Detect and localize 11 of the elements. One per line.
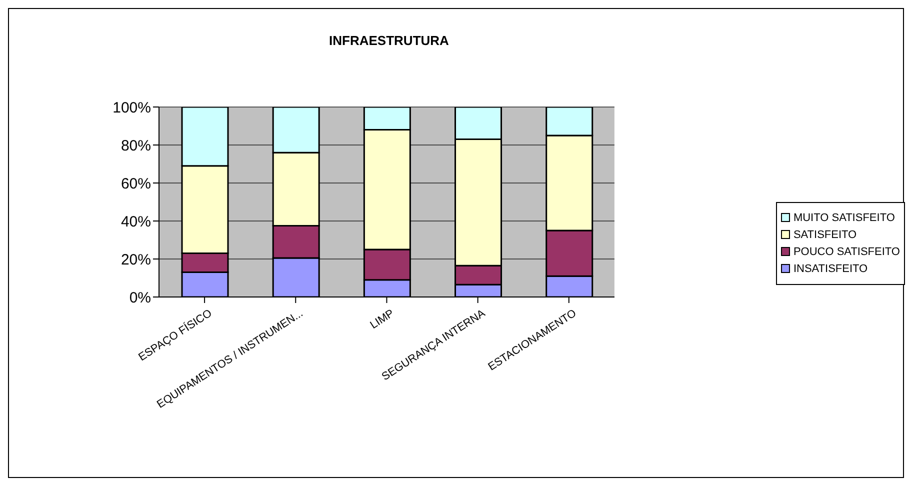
y-tick-label: 100% bbox=[112, 99, 151, 116]
legend-label: MUITO SATISFEITO bbox=[793, 212, 895, 224]
chart-title: INFRAESTRUTURA bbox=[328, 33, 450, 48]
y-tick-label: 40% bbox=[120, 213, 151, 230]
y-tick-label: 20% bbox=[120, 251, 151, 268]
y-tick-label: 0% bbox=[129, 289, 151, 306]
legend-label: INSATISFEITO bbox=[793, 262, 868, 274]
legend-label: SATISFEITO bbox=[793, 228, 857, 240]
y-tick-label: 60% bbox=[120, 175, 151, 192]
y-tick-label: 80% bbox=[120, 137, 151, 154]
legend-label: POUCO SATISFEITO bbox=[793, 246, 900, 258]
